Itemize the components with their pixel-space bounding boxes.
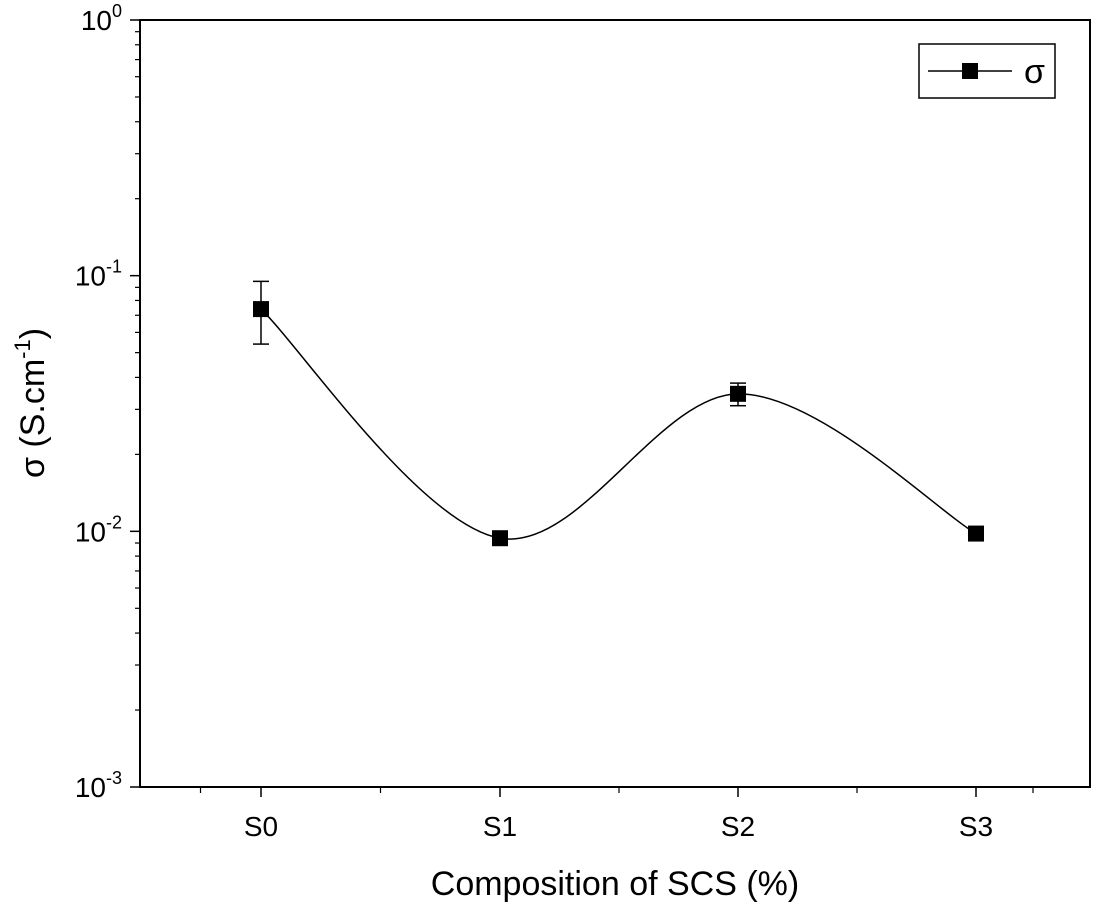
legend: σ [918,43,1056,99]
data-point-marker [968,525,984,542]
y-tick-label: 10-1 [75,257,122,292]
plot-frame [139,19,1091,788]
y-tick-base: 10 [75,516,106,547]
y-tick-label: 10-3 [75,768,122,803]
x-axis: S0 S1 S2 S3 [199,787,1034,842]
y-tick-base: 10 [75,772,106,803]
data-point-marker [730,385,746,402]
y-tick-base: 10 [75,261,106,292]
y-tick-exponent: -1 [106,257,122,277]
y-tick-label: 10-2 [75,512,122,547]
y-tick-base: 10 [81,5,112,36]
x-tick-label: S3 [959,811,993,842]
data-point-marker [253,301,269,318]
y-axis-title: σ (S.cm-1) [10,328,52,478]
y-axis-title-prefix: σ (S.cm [14,359,52,478]
x-tick-label: S2 [721,811,755,842]
x-tick-label: S1 [483,811,517,842]
y-tick-label: 100 [81,1,122,36]
y-axis-title-suffix: ) [14,328,52,339]
y-tick-exponent: 0 [112,1,122,21]
x-tick-label: S0 [244,811,278,842]
legend-marker [962,63,978,79]
x-axis-title: Composition of SCS (%) [431,865,799,903]
y-tick-exponent: -3 [106,768,122,788]
y-axis-title-exponent: -1 [10,339,35,359]
series-line [260,308,977,540]
series-sigma [253,280,984,547]
y-tick-exponent: -2 [106,512,122,532]
legend-label: σ [1024,53,1045,91]
data-point-marker [492,530,508,547]
